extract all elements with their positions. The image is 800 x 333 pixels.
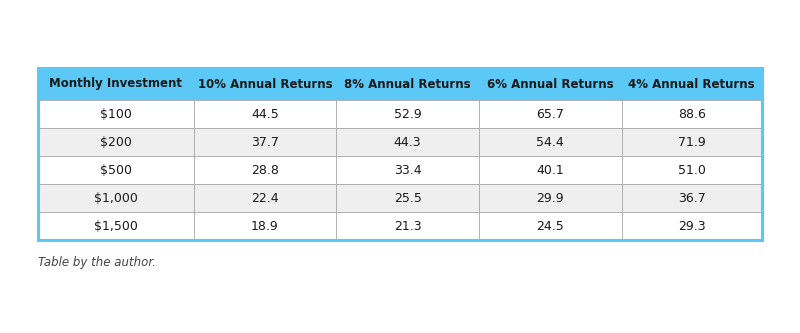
- Text: 4% Annual Returns: 4% Annual Returns: [629, 78, 755, 91]
- Bar: [479, 156, 622, 184]
- Bar: [479, 100, 622, 128]
- Bar: [194, 184, 336, 212]
- Text: 8% Annual Returns: 8% Annual Returns: [344, 78, 471, 91]
- Bar: [479, 68, 622, 100]
- Bar: [336, 100, 479, 128]
- Bar: [622, 184, 762, 212]
- Text: Monthly Investment: Monthly Investment: [50, 78, 182, 91]
- Bar: [336, 128, 479, 156]
- Bar: [622, 156, 762, 184]
- Text: 88.6: 88.6: [678, 108, 706, 121]
- Bar: [38, 156, 194, 184]
- Bar: [194, 68, 336, 100]
- Bar: [336, 212, 479, 240]
- Text: $1,500: $1,500: [94, 219, 138, 232]
- Text: $200: $200: [100, 136, 132, 149]
- Text: 21.3: 21.3: [394, 219, 422, 232]
- Bar: [194, 156, 336, 184]
- Text: 65.7: 65.7: [536, 108, 564, 121]
- Bar: [38, 128, 194, 156]
- Text: 6% Annual Returns: 6% Annual Returns: [487, 78, 614, 91]
- Text: 44.5: 44.5: [251, 108, 279, 121]
- Text: 29.9: 29.9: [537, 191, 564, 204]
- Bar: [38, 68, 194, 100]
- Text: $500: $500: [100, 164, 132, 176]
- Text: 25.5: 25.5: [394, 191, 422, 204]
- Bar: [38, 100, 194, 128]
- Text: $1,000: $1,000: [94, 191, 138, 204]
- Text: 37.7: 37.7: [251, 136, 279, 149]
- Text: 28.8: 28.8: [251, 164, 279, 176]
- Bar: [194, 128, 336, 156]
- Bar: [336, 184, 479, 212]
- Bar: [38, 68, 762, 240]
- Text: 44.3: 44.3: [394, 136, 422, 149]
- Bar: [622, 100, 762, 128]
- Bar: [622, 128, 762, 156]
- Bar: [194, 212, 336, 240]
- Bar: [479, 128, 622, 156]
- Bar: [38, 184, 194, 212]
- Text: 52.9: 52.9: [394, 108, 422, 121]
- Text: 40.1: 40.1: [536, 164, 564, 176]
- Text: 54.4: 54.4: [536, 136, 564, 149]
- Bar: [38, 212, 194, 240]
- Bar: [479, 184, 622, 212]
- Bar: [622, 68, 762, 100]
- Bar: [336, 156, 479, 184]
- Text: 10% Annual Returns: 10% Annual Returns: [198, 78, 332, 91]
- Text: 22.4: 22.4: [251, 191, 278, 204]
- Bar: [194, 100, 336, 128]
- Text: 33.4: 33.4: [394, 164, 422, 176]
- Bar: [622, 212, 762, 240]
- Text: 18.9: 18.9: [251, 219, 279, 232]
- Text: 51.0: 51.0: [678, 164, 706, 176]
- Text: 29.3: 29.3: [678, 219, 706, 232]
- Text: 71.9: 71.9: [678, 136, 706, 149]
- Text: $100: $100: [100, 108, 132, 121]
- Text: 36.7: 36.7: [678, 191, 706, 204]
- Bar: [336, 68, 479, 100]
- Text: 24.5: 24.5: [536, 219, 564, 232]
- Bar: [479, 212, 622, 240]
- Text: Table by the author.: Table by the author.: [38, 256, 156, 269]
